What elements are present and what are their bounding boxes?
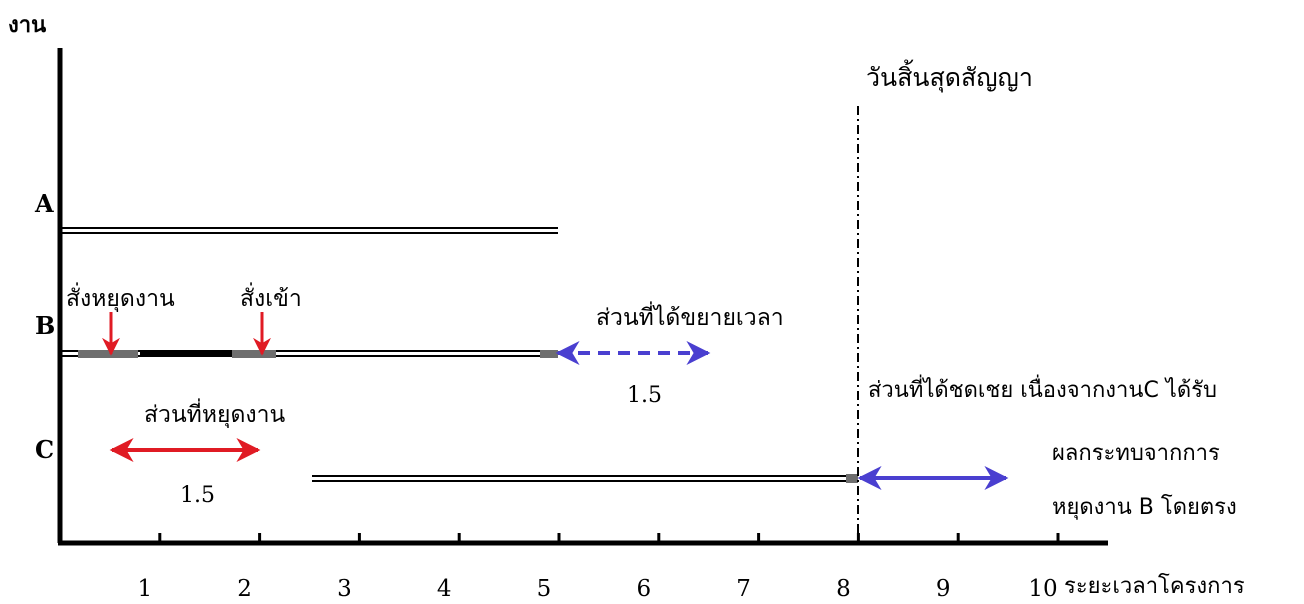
stopped-span-value: 1.5 [180, 483, 215, 508]
contract-end-label: วันสิ้นสุดสัญญา [866, 59, 1033, 93]
x-tick-label-3: 3 [337, 576, 352, 602]
x-tick-label-4: 4 [437, 576, 452, 602]
extension-label: ส่วนที่ได้ขยายเวลา [596, 301, 784, 331]
task-label-b: B [35, 311, 55, 340]
task-label-c: C [35, 435, 54, 464]
extension-value: 1.5 [627, 383, 662, 408]
b-end-marker [540, 350, 558, 358]
x-tick-label-7: 7 [736, 576, 751, 602]
compensation-line-1: ส่วนที่ได้ชดเชย เนื่องจากงานC ได้รับ [868, 374, 1217, 403]
task-bar-a [62, 227, 558, 234]
stopped-span-label: ส่วนที่หยุดงาน [144, 398, 286, 428]
y-axis-title: งาน [8, 13, 46, 38]
x-tick-label-8: 8 [836, 576, 851, 602]
x-tick-label-1: 1 [137, 576, 152, 602]
task-bar-b [62, 350, 558, 358]
x-tick-label-5: 5 [537, 576, 552, 602]
resume-order-label: สั่งเข้า [240, 282, 302, 312]
x-tick-label-6: 6 [636, 576, 651, 602]
x-tick-label-10: 10 [1028, 576, 1057, 602]
compensation-line-2: ผลกระทบจากการ [1052, 441, 1220, 466]
task-label-a: A [34, 189, 54, 218]
task-bar-c [312, 474, 858, 483]
b-resume-marker [232, 350, 276, 358]
c-end-marker [846, 474, 858, 483]
x-tick-label-2: 2 [237, 576, 252, 602]
x-axis-ticks: 1 2 3 4 5 6 7 8 9 10 [137, 533, 1060, 602]
x-tick-label-9: 9 [936, 576, 951, 602]
x-axis-title: ระยะเวลาโครงการ [1064, 573, 1245, 599]
compensation-line-3: หยุดงาน B โดยตรง [1052, 494, 1237, 520]
stop-order-label: สั่งหยุดงาน [66, 282, 175, 312]
b-stop-marker [78, 350, 138, 358]
